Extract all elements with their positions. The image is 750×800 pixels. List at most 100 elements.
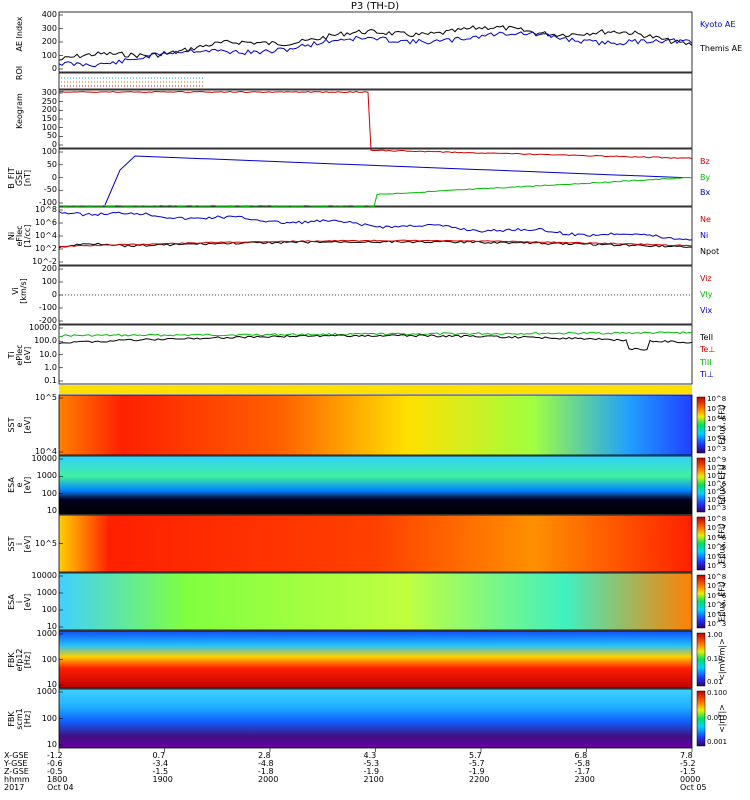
ytick-label: 300 [41,23,57,33]
panel-sst_e [58,394,706,456]
footer-value: -5.2 [680,759,696,768]
ylabel-esa_e: ESA e [eV] [7,476,32,494]
footer-value: -1.5 [152,767,169,776]
trace-by [58,177,693,207]
colorbar-tick: 10^5 [707,543,727,552]
colorbar-tick: 10^3 [707,445,727,453]
colorbar-label: Eflux, EFU [717,464,727,505]
footer-value: 6.8 [574,751,588,760]
legend-bfield: Bz [700,157,710,166]
ylabel-esa_i: ESA i [eV] [7,593,32,610]
ytick-label: 100 [41,277,57,286]
ytick-label: 10^6 [35,218,57,227]
panel-density [58,206,693,266]
trace-ne [58,239,693,248]
ytick-label: 1000 [36,629,57,638]
footer-value: 2000 [258,775,279,784]
footer-row-label: Z-GSE [4,767,29,776]
colorbar-tick: 10^8 [707,515,727,523]
heatmap-sst_e [59,395,692,455]
ylabel-density: Ni eFlec [1/cc] [7,224,32,248]
ytick-label: -200 [38,316,57,325]
figure-title: P3 (TH-D) [350,1,400,12]
colorbar-tick: 0.10 [707,654,723,663]
colorbar-label: <|nT|> [717,703,727,733]
footer-value: -5.3 [363,759,380,768]
ytick-label: 10^2 [35,244,57,253]
trace-bz [58,90,693,160]
ytick-label: 10000 [31,454,57,463]
colorbar-sst_e [696,396,706,454]
panel-roi [58,72,693,90]
trace-teII [58,334,693,351]
ytick-label: -100 [38,303,57,312]
panel-sst_i [58,514,706,573]
colorbar-tick: 0.001 [707,738,728,746]
legend-temperature: Ti⊥ [700,369,714,379]
colorbar-tick: 0.100 [707,689,728,697]
colorbar-tick: 10^3 [707,620,727,628]
footer-value: -1.8 [258,767,274,776]
ytick-label: 100 [41,50,57,60]
colorbar-tick: 10^8 [707,395,727,403]
legend-density: Ne [700,215,711,224]
colorbar-label: Eflux, EFU [717,580,727,622]
colorbar-tick: 10^6 [707,591,727,600]
ylabel-sst_i: SST i [eV] [7,535,32,552]
colorbar-tick: 10^4 [707,435,727,443]
legend-temperature: TiII [700,357,712,367]
frame-velocity [58,265,693,325]
ylabel-fbk_b: FBK scm1 [Hz] [7,707,32,730]
panel-fbk_e [58,630,706,689]
colorbar-tick: 10^7 [707,472,727,480]
footer-value: 1900 [152,775,173,784]
ytick-label: 10^5 [35,393,57,402]
footer-value: 4.3 [363,751,377,760]
ytick-label: -100 [38,198,57,207]
ytick-label: 10 [46,740,57,749]
legend-velocity: Viz [700,274,712,283]
panel-ae [58,11,693,73]
colorbar-tick: 10^6 [707,480,727,488]
panel-bfield [58,148,693,207]
yellow-band [59,385,692,394]
ytick-label: 100 [41,605,57,614]
ytick-label: 50 [46,131,57,141]
ytick-label: 100 [41,147,57,156]
ytick-label: 0.1 [44,376,57,385]
colorbar-tick: 10^6 [707,415,727,423]
footer-value: -1.2 [47,751,63,760]
ytick-label: 0 [51,140,57,149]
ylabel-velocity: Vi [km/s] [11,278,28,304]
colorbar-esa_i [696,574,706,629]
legend-density: Npot [700,247,720,256]
trace-tiII [58,331,693,337]
footer-value: 2200 [469,775,490,784]
colorbar-tick: 10^4 [707,610,727,619]
ytick-label: 1000 [36,588,57,597]
ytick-label: 150 [41,114,57,123]
colorbar-fbk_b [696,690,706,747]
colorbar-tick: 10^7 [707,405,727,413]
panel-keogram [58,89,693,149]
heatmap-sst_i [59,515,692,572]
footer-row-label: 2017 [4,783,25,792]
ytick-label: 400 [41,10,57,19]
heatmap-esa_i [59,573,692,630]
ytick-label: 10 [46,506,57,515]
ytick-label: 1000 [36,687,57,696]
footer-value: Oct 05 [680,783,707,792]
frame-esa_e [58,455,693,515]
frame-keogram [58,89,693,149]
footer-value: Oct 04 [47,783,74,792]
frame-bfield [58,148,693,207]
ytick-label: 10^8 [35,205,57,214]
footer-row-label: hhmm [4,775,30,784]
frame-esa_i [58,572,693,631]
ytick-label: 10000 [31,571,57,580]
trace-bx [104,155,684,206]
footer-row-label: Y-GSE [4,759,28,768]
legend-velocity: Vix [700,306,713,315]
legend-ae: Kyoto AE [700,20,736,29]
legend-density: Ni [700,231,709,240]
